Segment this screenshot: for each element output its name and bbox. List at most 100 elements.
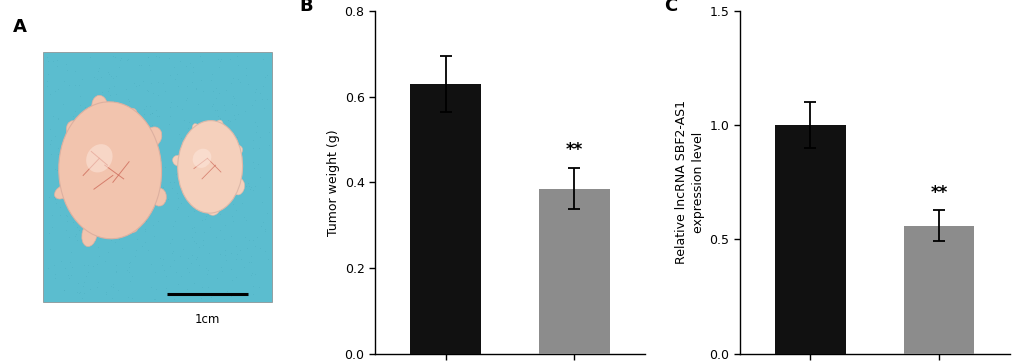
Point (107, 262, 123, 268)
Point (69, 148, 86, 153)
Point (56, 288, 72, 293)
Point (119, 56, 136, 62)
Point (202, 224, 218, 230)
Point (76, 199, 93, 205)
Point (227, 256, 244, 261)
Point (195, 238, 211, 243)
Point (198, 159, 214, 165)
Point (216, 108, 232, 113)
Point (207, 107, 223, 113)
Point (152, 255, 168, 261)
Text: A: A (13, 18, 26, 36)
Point (223, 250, 239, 256)
Point (49, 58, 65, 64)
Point (58, 67, 74, 73)
Point (217, 257, 233, 263)
Point (82, 198, 98, 204)
Point (248, 129, 264, 135)
Point (81, 262, 97, 268)
Point (218, 288, 234, 294)
Point (108, 200, 124, 206)
Point (61, 82, 77, 88)
Point (169, 103, 185, 109)
Point (120, 205, 137, 211)
Point (212, 182, 228, 188)
Point (41, 230, 57, 236)
Point (130, 204, 147, 210)
Point (58, 218, 74, 224)
Point (46, 194, 62, 200)
Point (105, 75, 121, 81)
Point (108, 149, 124, 155)
Point (72, 218, 89, 223)
Point (179, 144, 196, 150)
Point (102, 117, 118, 123)
Point (66, 82, 83, 87)
Point (151, 55, 167, 60)
Point (43, 137, 59, 143)
Point (82, 119, 98, 125)
Point (247, 183, 263, 188)
Point (194, 78, 210, 83)
Point (190, 121, 206, 127)
Point (47, 88, 63, 94)
Point (165, 257, 181, 262)
Point (195, 88, 211, 94)
Point (168, 190, 184, 196)
Point (257, 228, 273, 234)
Point (65, 165, 82, 171)
Point (138, 189, 154, 195)
Point (95, 152, 111, 158)
Point (210, 121, 226, 127)
Ellipse shape (215, 120, 223, 132)
Point (213, 164, 229, 170)
Point (66, 108, 83, 114)
Point (107, 55, 123, 60)
Point (227, 103, 244, 108)
Point (150, 197, 166, 203)
Point (199, 271, 215, 277)
Point (108, 73, 124, 79)
Point (125, 114, 142, 119)
Point (136, 106, 152, 112)
Point (136, 199, 152, 204)
Point (67, 233, 84, 239)
Point (185, 208, 202, 214)
Point (64, 219, 81, 225)
Point (49, 64, 65, 69)
Point (178, 265, 195, 271)
Point (64, 193, 81, 199)
Point (142, 67, 158, 73)
Point (45, 113, 61, 119)
Point (247, 119, 263, 125)
Point (125, 80, 142, 86)
Point (105, 144, 121, 149)
Point (41, 194, 57, 200)
Point (91, 195, 107, 201)
Point (245, 145, 261, 151)
Point (255, 219, 271, 225)
Point (72, 134, 89, 139)
Point (207, 159, 223, 165)
Point (122, 217, 139, 223)
Point (165, 296, 181, 301)
Point (82, 286, 98, 292)
Point (211, 116, 227, 122)
Point (210, 137, 226, 143)
Point (243, 184, 259, 190)
Point (130, 179, 147, 184)
Point (39, 78, 55, 84)
Point (88, 108, 104, 113)
Point (184, 79, 201, 84)
Point (233, 148, 250, 153)
Point (96, 150, 112, 156)
Point (89, 261, 105, 267)
Point (147, 296, 163, 302)
Point (82, 54, 98, 60)
Point (227, 207, 244, 213)
Point (182, 199, 199, 204)
Point (130, 83, 147, 88)
Ellipse shape (59, 102, 161, 239)
Point (202, 294, 218, 300)
Point (239, 180, 256, 186)
